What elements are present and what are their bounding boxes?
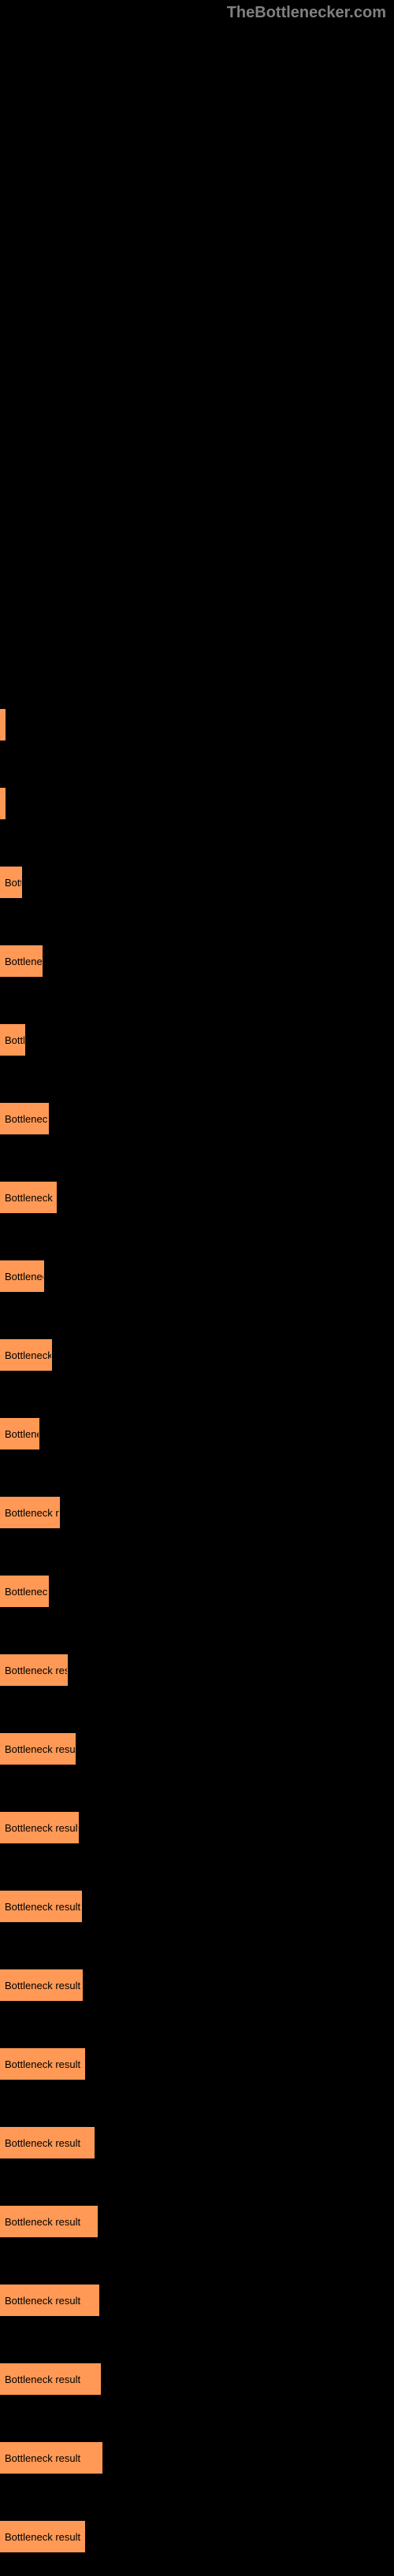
bar: Bottleneck re xyxy=(0,1339,52,1371)
bar-row: Bottleneck result xyxy=(0,2418,394,2497)
bar: Bottleneck result xyxy=(0,2285,99,2316)
bar-row xyxy=(0,764,394,843)
bar-row: Bottleneck result xyxy=(0,1788,394,1867)
bar-row: Bottlenec xyxy=(0,1394,394,1473)
bar: Bottler xyxy=(0,1024,25,1056)
bar-row: Bottleneck xyxy=(0,1237,394,1316)
bar: Bottleneck xyxy=(0,1260,44,1292)
bar: Bottleneck result xyxy=(0,1969,83,2001)
bar: Bottleneck result xyxy=(0,1812,79,1843)
bar-row: Bottleneck result xyxy=(0,2497,394,2576)
bar-row xyxy=(0,685,394,764)
bar: Bottleneck result xyxy=(0,2206,98,2237)
bar-row: Bottleneck result xyxy=(0,2261,394,2340)
bar-row: Bottleneck r xyxy=(0,1552,394,1631)
bar: Bottleneck result xyxy=(0,1891,82,1922)
bar xyxy=(0,709,6,741)
bar: Bottleneck result xyxy=(0,2521,85,2552)
bar-row: Bottleneck res xyxy=(0,1158,394,1237)
bar-row: Bottleneck result xyxy=(0,2340,394,2418)
bar-row: Bottleneck result xyxy=(0,1631,394,1709)
bar xyxy=(0,788,6,819)
bar: Bottleneck res xyxy=(0,1182,57,1213)
bar: Bottleneck result xyxy=(0,2048,85,2080)
bar: Bottleneck resu xyxy=(0,1497,60,1528)
bar-row: Bottle xyxy=(0,843,394,922)
bar: Bottleneck r xyxy=(0,1103,49,1134)
bar-row: Bottleneck result xyxy=(0,2025,394,2103)
bar-chart: Bottle Bottleneck Bottler Bottleneck r Bottl… xyxy=(0,0,394,2576)
bar-row: Bottleneck resu xyxy=(0,1473,394,1552)
bar-row: Bottleneck r xyxy=(0,1079,394,1158)
bar-row: Bottleneck result xyxy=(0,2103,394,2182)
bar: Bottlenec xyxy=(0,1418,39,1449)
bar: Bottleneck result xyxy=(0,1733,76,1765)
bar: Bottleneck result xyxy=(0,2127,95,2158)
bar-row: Bottler xyxy=(0,1000,394,1079)
bar-row: Bottleneck result xyxy=(0,1867,394,1946)
bar: Bottleneck result xyxy=(0,2442,102,2474)
bar: Bottleneck xyxy=(0,945,43,977)
bar-row: Bottleneck result xyxy=(0,2182,394,2261)
watermark: TheBottlenecker.com xyxy=(227,4,386,22)
bar-row: Bottleneck result xyxy=(0,1709,394,1788)
bar: Bottleneck result xyxy=(0,1654,68,1686)
bar: Bottle xyxy=(0,867,22,898)
bar-row: Bottleneck result xyxy=(0,1946,394,2025)
bar-row: Bottleneck re xyxy=(0,1316,394,1394)
bar: Bottleneck r xyxy=(0,1576,49,1607)
bar-row: Bottleneck xyxy=(0,922,394,1000)
bar: Bottleneck result xyxy=(0,2363,101,2395)
